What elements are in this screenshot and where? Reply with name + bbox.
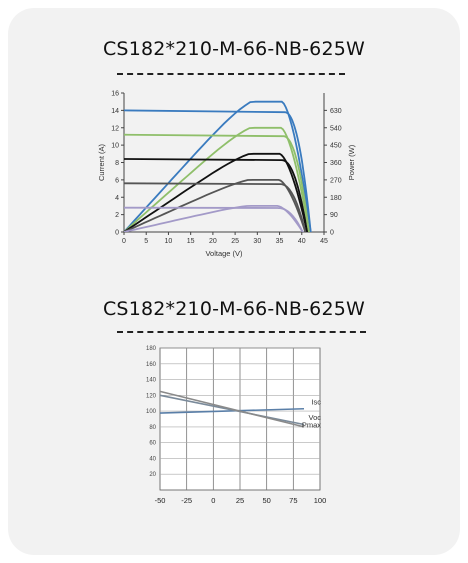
series-label: Voc (308, 413, 321, 422)
y-tick-label: 120 (146, 393, 157, 399)
series-label: Pmax (302, 420, 321, 429)
x-tick-label: 35 (276, 238, 284, 245)
x-tick-label: 15 (187, 238, 195, 245)
y-tick-label: 60 (149, 441, 156, 447)
y2-tick-label: 90 (330, 212, 338, 219)
x-tick-label: 45 (320, 238, 328, 245)
y-tick-label: 14 (111, 108, 119, 115)
y2-tick-label: 180 (330, 195, 342, 202)
pv-curve (124, 126, 310, 232)
x-tick-label: 0 (122, 238, 126, 245)
pv-curve (124, 205, 304, 232)
y-tick-label: 16 (111, 91, 119, 98)
x-axis-label: Voltage (V) (205, 249, 243, 258)
y-tick-label: 100 (146, 409, 157, 415)
x-tick-label: 0 (211, 496, 215, 505)
y-tick-label: 12 (111, 125, 119, 132)
y-tick-label: 4 (115, 195, 119, 202)
y-tick-label: 40 (149, 456, 156, 462)
x-tick-label: 50 (262, 496, 270, 505)
y2-tick-label: 630 (330, 108, 342, 115)
y-tick-label: 180 (146, 346, 157, 352)
y-axis-label: Current (A) (97, 143, 106, 181)
x-tick-label: 100 (314, 496, 327, 505)
iv-curve (124, 182, 307, 232)
series-label: Isc (311, 398, 321, 407)
y-tick-label: 80 (149, 425, 156, 431)
title-divider (117, 73, 345, 75)
chart-title-temperature: CS182*210-M-66-NB-625W (102, 298, 366, 320)
y-tick-label: 2 (115, 212, 119, 219)
x-tick-label: -25 (181, 496, 192, 505)
x-tick-label: 20 (209, 238, 217, 245)
x-tick-label: 25 (236, 496, 244, 505)
title-divider (117, 331, 366, 333)
y-tick-label: 10 (111, 143, 119, 150)
x-tick-label: 75 (289, 496, 297, 505)
y2-axis-label: Power (W) (347, 144, 356, 180)
y-tick-label: 20 (149, 472, 156, 478)
y2-tick-label: 270 (330, 177, 342, 184)
pv-curve (124, 179, 307, 232)
x-tick-label: 5 (144, 238, 148, 245)
x-tick-label: 30 (253, 238, 261, 245)
pv-curve (124, 100, 312, 232)
x-tick-label: 10 (165, 238, 173, 245)
coefficient-line (159, 390, 305, 428)
y2-tick-label: 540 (330, 125, 342, 132)
y2-tick-label: 450 (330, 143, 342, 150)
coefficient-line (159, 407, 305, 414)
x-tick-label: 40 (298, 238, 306, 245)
y-tick-label: 6 (115, 177, 119, 184)
iv-curve-chart: 0 5 10 15 20 25 30 35 40 450246810121416090180270… (97, 91, 356, 259)
y-tick-label: 140 (146, 378, 157, 384)
y2-tick-label: 0 (330, 230, 334, 237)
y-tick-label: 0 (115, 230, 119, 237)
y-tick-label: 160 (146, 362, 157, 368)
pv-curve (124, 152, 309, 232)
chart-title-iv: CS182*210-M-66-NB-625W (102, 38, 366, 60)
x-tick-label: 25 (231, 238, 239, 245)
y-tick-label: 8 (115, 160, 119, 167)
x-tick-label: -50 (155, 496, 166, 505)
temperature-coefficient-chart: -50 -25 0 25 50 75 100 20 40 60 80 100 120 140 160 180 I… (146, 346, 327, 505)
y2-tick-label: 360 (330, 160, 342, 167)
